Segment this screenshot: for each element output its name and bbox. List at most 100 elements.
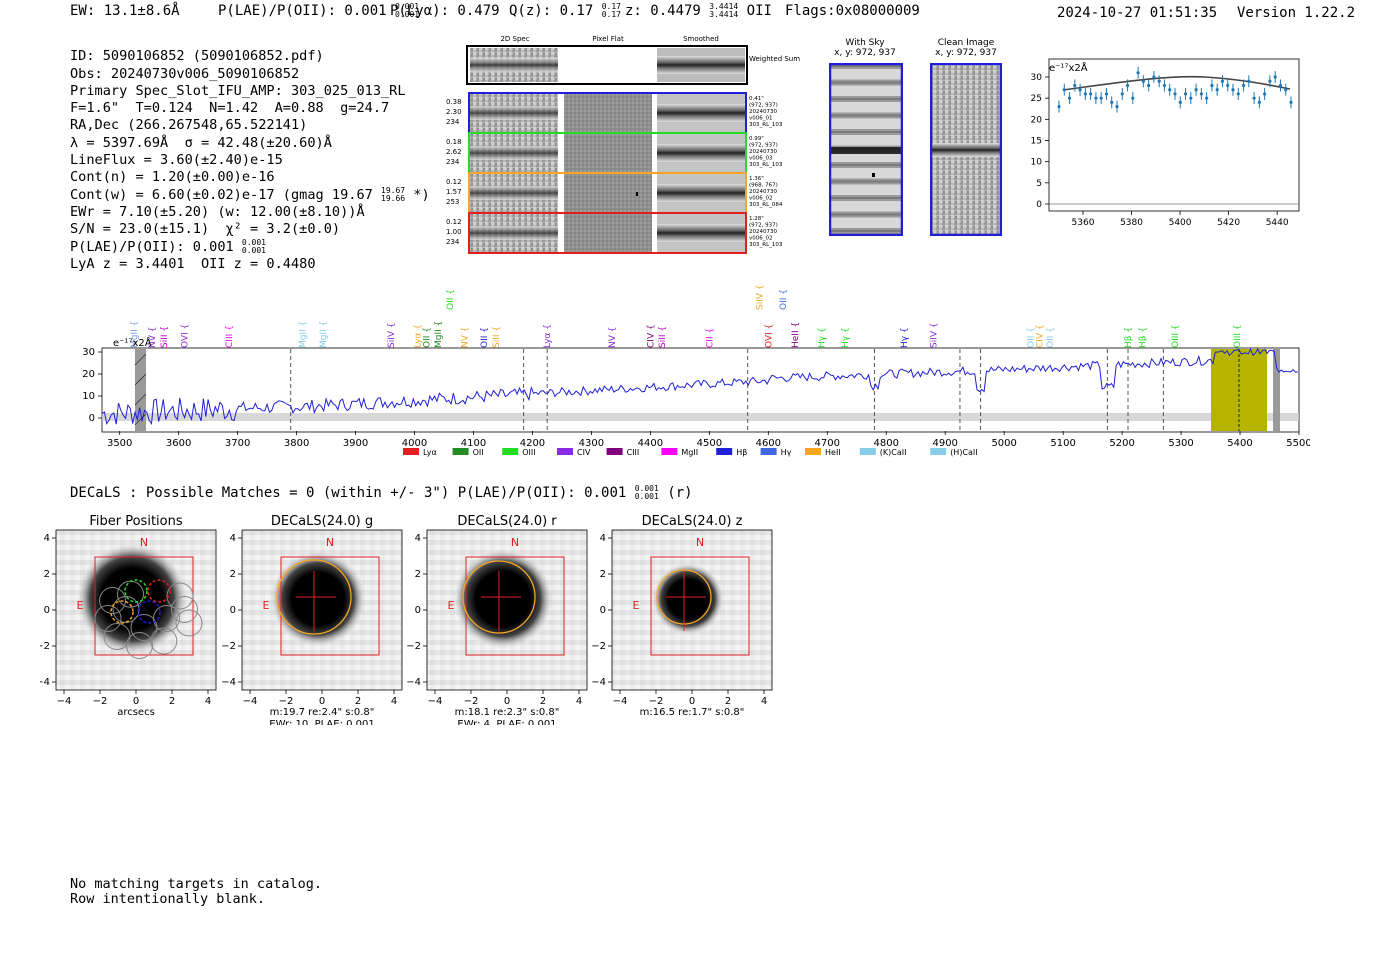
fiber-circle (166, 582, 194, 610)
zoom-y-tick: 15 (1031, 137, 1042, 147)
search-box (280, 556, 380, 656)
decals-y-tick: 2 (44, 569, 50, 580)
spectrum-line-label: OII { (422, 327, 432, 348)
decals-y-tick: −2 (406, 641, 421, 652)
svg-text:CIV: CIV (577, 448, 591, 457)
spectrum-x-tick: 4100 (461, 438, 486, 449)
spectrum-line-label: OII { (446, 289, 456, 310)
cutout-row-value: 253 (446, 198, 459, 206)
header-flags: Flags:0x08000009 (785, 3, 920, 19)
info-sn: S/N = 23.0(±15.1) χ² = 3.2(±0.0) (70, 221, 341, 238)
search-box (94, 556, 194, 656)
decals-y-tick: 0 (230, 605, 236, 616)
legend-item: OII (452, 448, 484, 457)
cutout-row-value: 0.12 (446, 178, 462, 186)
spectrum-line-label: CIV { (646, 324, 656, 348)
cutout-row-value: 234 (446, 238, 460, 246)
spectrum-line-label: SiII { (658, 326, 668, 348)
zoom-data-point (1284, 88, 1288, 92)
legend-item: Hγ (760, 448, 792, 457)
decals-summary: DECaLS : Possible Matches = 0 (within +/… (70, 484, 693, 502)
decals-y-tick: −2 (40, 641, 50, 652)
cutout-row-value: 234 (446, 118, 460, 126)
info-radec: RA,Dec (266.267548,65.522141) (70, 117, 308, 134)
spectrum-line-label: OII { (779, 289, 789, 310)
zoom-x-tick: 5420 (1217, 218, 1240, 228)
spectrum-x-tick: 3700 (225, 438, 250, 449)
masked-region-1 (134, 349, 147, 431)
zoom-data-point (1231, 88, 1235, 92)
zoom-y-tick: 30 (1031, 73, 1043, 83)
zoom-data-point (1062, 88, 1066, 92)
spectrum-line-label: SiIV { (387, 322, 397, 348)
masked-region-2 (1273, 349, 1280, 431)
north-label: N (140, 536, 148, 549)
zoom-data-point (1215, 88, 1219, 92)
zoom-y-tick: 10 (1031, 158, 1043, 168)
spectrum-line-label: OII { (1046, 327, 1056, 348)
zoom-data-point (1136, 71, 1140, 75)
cutout-row: 0.38 2.30 234 0.41"(972, 937)20240730v006_0… (446, 92, 783, 134)
footer-line-2: Row intentionally blank. (70, 891, 266, 907)
full-spectrum-plot: MgII {NV {SiII {OVI {CIII {MgII {MgII {S… (82, 284, 1310, 457)
cutout-row-meta: 20240730 (749, 149, 777, 155)
cutout-row: 0.12 1.57 253 1.36"(968, 767)20240730v006_0… (446, 172, 783, 214)
header-plya: P(Lyα): 0.479 (390, 3, 500, 19)
spectrum-line-label: NV { (608, 327, 618, 348)
svg-text:Lyα: Lyα (423, 448, 437, 457)
weighted-sum-label: Weighted Sum (749, 55, 800, 63)
spectrum-line-label: CIII { (225, 325, 235, 348)
spectrum-x-tick: 5200 (1109, 438, 1134, 449)
decals-x-tick: 4 (576, 696, 582, 707)
decals-panel-title: Fiber Positions (89, 514, 182, 529)
decals-panel-title: DECaLS(24.0) r (457, 514, 557, 529)
cutout-row-meta: v006_03 (749, 156, 773, 162)
info-lambda: λ = 5397.69Å σ = 42.48(±20.60)Å (70, 134, 332, 151)
zoom-y-tick: 0 (1036, 200, 1042, 210)
spectrum-x-tick: 4200 (520, 438, 545, 449)
zoom-data-point (1252, 96, 1256, 100)
decals-x-tick: −4 (57, 696, 72, 707)
decals-x-tick: 2 (540, 696, 546, 707)
spectrum-line-label: Hβ { (1124, 327, 1134, 348)
zoom-data-point (1131, 96, 1135, 100)
north-label: N (326, 536, 334, 549)
fiber-circle (150, 627, 178, 655)
zoom-fit-plot: e⁻¹⁷x2Å 0 5 10 15 20 25 30 5360 5380 5400 5420 544… (1031, 58, 1300, 228)
fiber-circle (99, 587, 126, 614)
legend-item: OIII (502, 448, 536, 457)
spectrum-x-tick: 4800 (874, 438, 899, 449)
info-plae: P(LAE)/P(OII): 0.001 0.001 0.001 (70, 237, 266, 255)
east-label: E (263, 599, 270, 612)
spectrum-line-label: Hγ { (817, 327, 827, 348)
decals-panel: Fiber Positions N E −4 4 −2 2 0 0 2 −2 4 −4 arcsecs (40, 514, 217, 718)
zoom-data-point (1289, 100, 1293, 104)
zoom-data-point (1152, 75, 1156, 79)
zoom-unit-label: e⁻¹⁷x2Å (1049, 61, 1088, 74)
zoom-data-point (1115, 105, 1119, 109)
decals-x-tick: −4 (428, 696, 443, 707)
spectrum-legend: Lyα OII OIII CIV CIII MgII Hβ Hγ HeII (K)CaII (H)C… (403, 448, 978, 457)
decals-y-tick: 0 (415, 605, 421, 616)
zoom-data-point (1110, 100, 1114, 104)
zoom-data-point (1162, 83, 1167, 88)
decals-x-tick: −4 (613, 696, 628, 707)
zoom-data-point (1199, 92, 1203, 96)
decals-x-tick: 4 (205, 696, 211, 707)
decals-x-tick: 4 (761, 696, 767, 707)
info-block: ID: 5090106852 (5090106852.pdf) Obs: 2024… (70, 31, 430, 290)
east-label: E (77, 599, 84, 612)
spectrum-line-label: MgII { (298, 321, 308, 348)
spectrum-y-tick: 30 (82, 347, 95, 358)
info-ewr: EWr = 7.10(±5.20) (w: 12.00(±8.10))Å (70, 203, 365, 220)
cutout-row-meta: 303_RL_103 (749, 242, 783, 248)
legend-item: CIV (557, 448, 591, 457)
east-label: E (633, 599, 640, 612)
zoom-x-ticks: 5360 5380 5400 5420 5440 (1072, 211, 1289, 228)
spectrum-line-label: Hγ { (841, 327, 851, 348)
zoom-data-point (1263, 92, 1267, 96)
svg-text:Hβ: Hβ (736, 448, 747, 457)
spectrum-x-tick: 3800 (284, 438, 309, 449)
fiber-circle (94, 605, 122, 632)
spectrum-error-band (102, 413, 1299, 421)
